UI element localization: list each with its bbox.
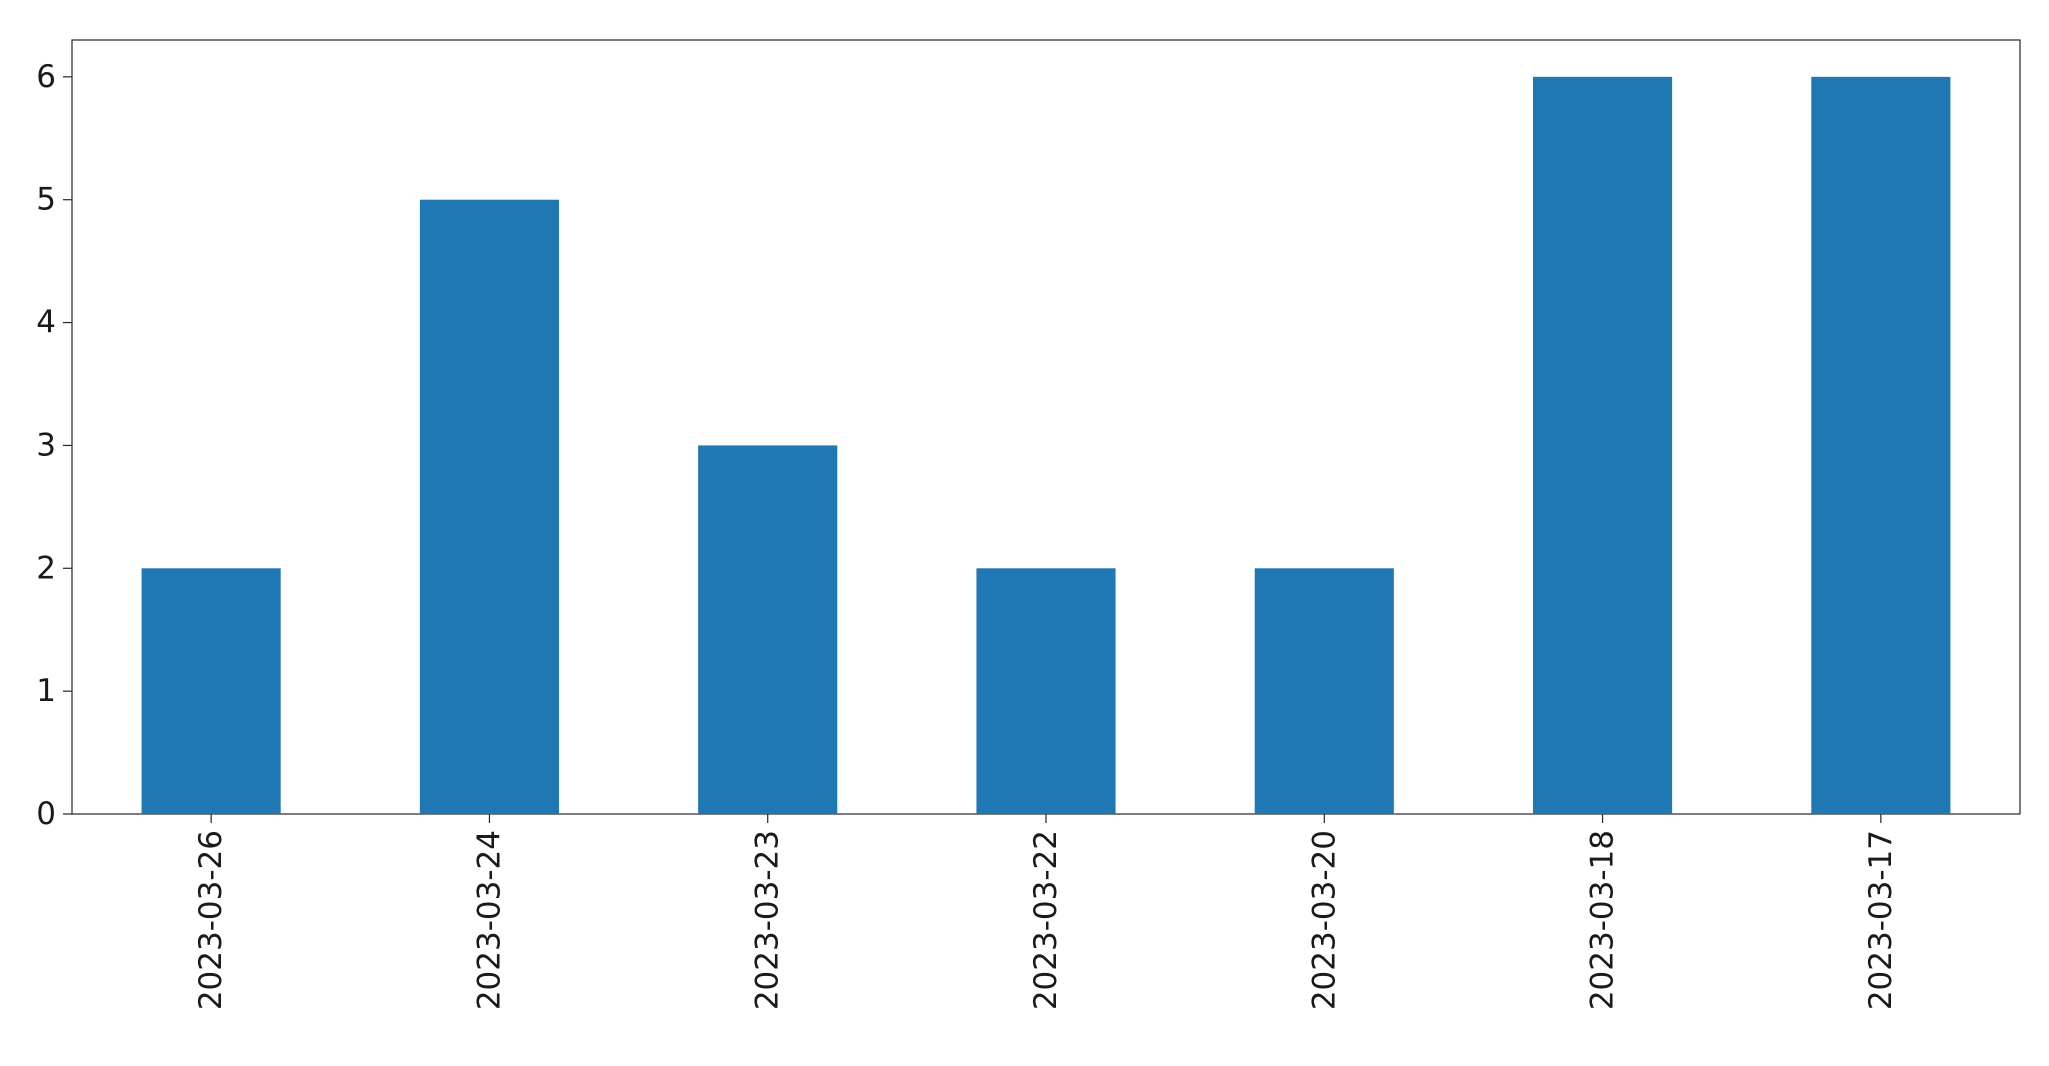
x-tick-label: 2023-03-23 [750,830,786,1010]
x-tick-label: 2023-03-26 [193,830,229,1010]
y-tick-label: 3 [36,427,56,463]
x-axis: 2023-03-26 2023-03-24 2023-03-23 2023-03-22… [193,814,1899,1010]
y-axis: 0 1 2 3 4 5 6 [36,59,72,832]
bar-2023-03-24 [419,199,559,814]
bar-2023-03-26 [141,568,281,814]
bar-2023-03-22 [976,568,1116,814]
x-tick-label: 2023-03-17 [1863,830,1899,1010]
x-tick-label: 2023-03-24 [471,830,507,1010]
x-tick-label: 2023-03-18 [1585,830,1621,1010]
x-tick-label: 2023-03-20 [1306,830,1342,1010]
y-tick-label: 6 [36,59,56,95]
bar-2023-03-20 [1254,568,1394,814]
y-tick-label: 0 [36,796,56,832]
bar-2023-03-17 [1811,76,1951,815]
y-tick-label: 4 [36,305,56,341]
bar-2023-03-23 [698,445,838,814]
y-tick-label: 2 [36,550,56,586]
x-tick-label: 2023-03-22 [1028,830,1064,1010]
bar-2023-03-18 [1533,76,1673,815]
y-tick-label: 5 [36,182,56,218]
y-tick-label: 1 [36,673,56,709]
bars-layer [141,76,1951,815]
